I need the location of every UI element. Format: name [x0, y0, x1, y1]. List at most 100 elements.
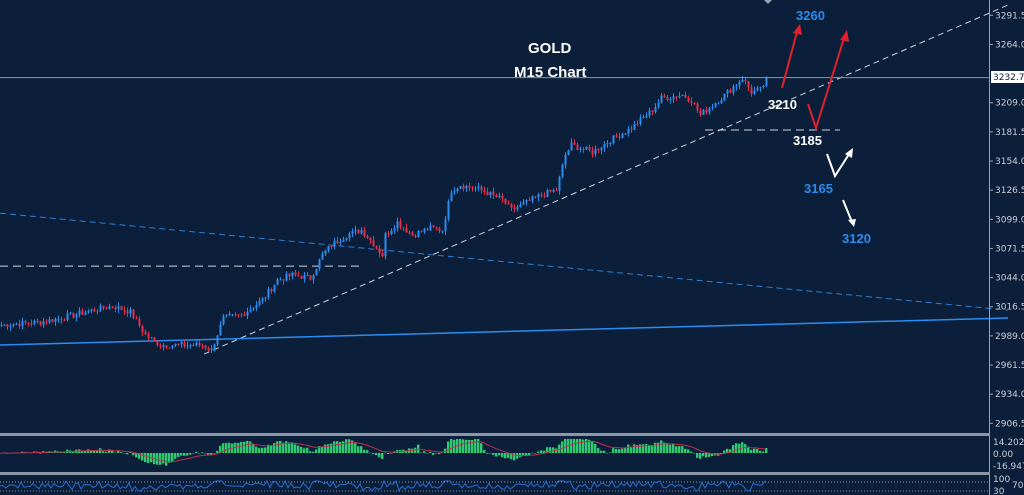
histogram-bar [243, 441, 246, 453]
histogram-bar [168, 453, 171, 463]
candle-body [672, 96, 675, 99]
osc-label-zero: 0.00 [993, 450, 1013, 460]
candle-body [345, 238, 348, 240]
scroll-marker-icon[interactable] [764, 0, 772, 4]
histogram-bar [522, 453, 525, 456]
candle-body [159, 345, 162, 347]
histogram-bar [549, 447, 552, 453]
histogram-bar [585, 439, 588, 453]
histogram-bar [423, 451, 426, 453]
candle-body [471, 187, 474, 189]
histogram-bar [300, 446, 303, 453]
candle-body [300, 276, 303, 279]
price-axis[interactable]: 3291.55 3264.05 3209.05 3181.55 3154.05 3126.… [989, 11, 1024, 429]
candle-body [690, 101, 693, 103]
histogram-bar [729, 449, 732, 453]
candle-body [237, 314, 240, 316]
candle-body [279, 279, 282, 281]
candle-body [666, 97, 669, 100]
histogram-bar [432, 453, 435, 455]
histogram-bar [357, 446, 360, 453]
histogram-bar [513, 453, 516, 461]
histogram-bar [216, 450, 219, 453]
histogram-bar [135, 453, 138, 458]
histogram-bar [156, 453, 159, 465]
histogram-bar [306, 447, 309, 453]
histogram-bar [600, 450, 603, 453]
candle-body [135, 318, 138, 320]
candle-body [372, 240, 375, 247]
histogram-bar [510, 453, 513, 460]
histogram-bar [546, 447, 549, 453]
histogram-bar [732, 445, 735, 453]
level-3185: 3185 [793, 133, 822, 148]
histogram-bar [318, 446, 321, 453]
histogram-bar [309, 451, 312, 453]
candle-body [531, 196, 534, 201]
histogram-bar [750, 449, 753, 453]
candle-body [144, 332, 147, 335]
histogram-bar [342, 441, 345, 453]
candle-body [591, 150, 594, 155]
arrow-down-white-icon [842, 199, 853, 223]
histogram-bar [651, 444, 654, 453]
histogram-bar [693, 453, 696, 454]
candle-body [12, 324, 15, 326]
histogram-bar [195, 451, 198, 453]
current-price-label: 3232.78 [993, 73, 1024, 83]
candle-body [417, 231, 420, 238]
histogram-bar [450, 439, 453, 453]
candle-body [765, 77, 768, 86]
histogram-bar [57, 452, 60, 453]
histogram-bar [132, 453, 135, 456]
histogram-bar [453, 439, 456, 453]
histogram-bar [618, 449, 621, 453]
candle-body [681, 94, 684, 97]
candle-body [639, 117, 642, 125]
candle-body [174, 343, 177, 346]
candle-body [243, 314, 246, 316]
histogram-bar [534, 453, 537, 454]
candle-body [246, 311, 249, 316]
histogram-bar [474, 439, 477, 453]
candle-body [402, 227, 405, 229]
histogram-bar [654, 442, 657, 453]
arrow-v-icon [807, 34, 846, 132]
candles [0, 75, 768, 353]
candle-body [738, 81, 741, 86]
candle-body [162, 345, 165, 347]
histogram-bar [690, 451, 693, 453]
histogram-bar [582, 439, 585, 453]
histogram-bar [237, 442, 240, 453]
candle-body [18, 323, 21, 327]
indicator-line [0, 479, 766, 493]
candle-body [510, 203, 513, 208]
candle-body [171, 345, 174, 348]
ind-label-70: 70 [1012, 481, 1024, 491]
candle-body [597, 148, 600, 151]
histogram-bar [327, 444, 330, 453]
histogram-bar [39, 453, 42, 454]
candle-body [555, 190, 558, 192]
candle-body [315, 268, 318, 276]
histogram-bar [348, 439, 351, 453]
candle-body [225, 314, 228, 316]
candle-body [177, 343, 180, 345]
histogram-bar [144, 453, 147, 463]
candle-body [459, 186, 462, 189]
candle-body [759, 87, 762, 89]
candle-body [384, 233, 387, 257]
candle-body [528, 199, 531, 201]
candle-body [231, 314, 234, 316]
candle-body [48, 319, 51, 323]
histogram-bar [120, 452, 123, 453]
histogram-bar [81, 450, 84, 453]
candle-body [270, 289, 273, 292]
candle-body [57, 318, 60, 320]
candle-body [45, 321, 48, 323]
candle-body [42, 321, 45, 325]
candle-body [72, 312, 75, 318]
candle-body [492, 191, 495, 195]
candle-body [36, 320, 39, 322]
